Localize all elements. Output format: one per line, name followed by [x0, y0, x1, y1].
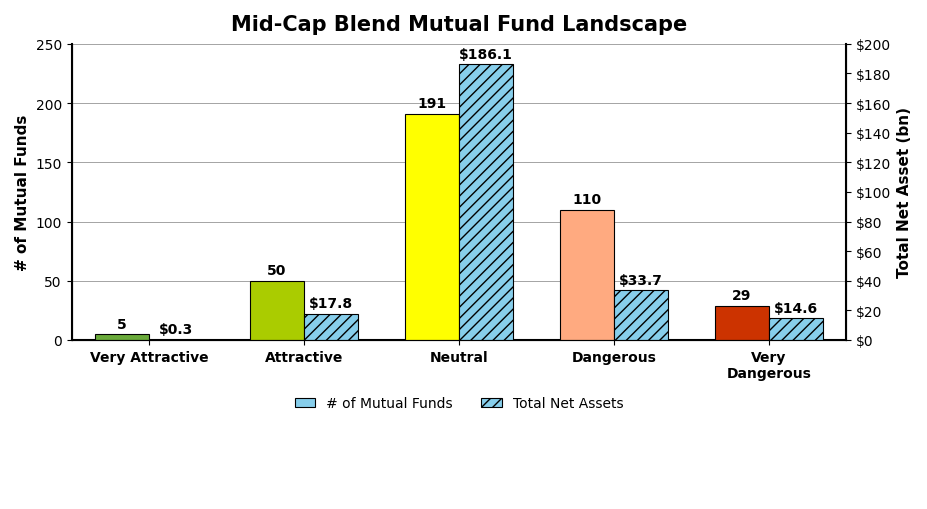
Text: $33.7: $33.7 [619, 273, 663, 287]
Text: $186.1: $186.1 [459, 48, 513, 62]
Text: $17.8: $17.8 [309, 297, 353, 310]
Text: 191: 191 [417, 97, 447, 111]
Text: 50: 50 [267, 264, 286, 278]
Bar [405, 115, 459, 341]
Text: $14.6: $14.6 [774, 301, 818, 315]
Bar [715, 306, 768, 341]
Bar [459, 65, 514, 341]
Title: Mid-Cap Blend Mutual Fund Landscape: Mid-Cap Blend Mutual Fund Landscape [231, 15, 687, 35]
Bar [304, 314, 359, 341]
Bar [614, 291, 668, 341]
Text: 110: 110 [572, 193, 602, 207]
Text: $0.3: $0.3 [159, 322, 194, 336]
Bar [250, 281, 304, 341]
Text: 5: 5 [117, 317, 127, 331]
Y-axis label: # of Mutual Funds: # of Mutual Funds [15, 115, 30, 271]
Bar [95, 334, 149, 341]
Y-axis label: Total Net Asset (bn): Total Net Asset (bn) [897, 107, 912, 278]
Legend: # of Mutual Funds, Total Net Assets: # of Mutual Funds, Total Net Assets [289, 391, 629, 416]
Text: 29: 29 [732, 289, 752, 302]
Bar [560, 210, 614, 341]
Bar [768, 319, 823, 341]
